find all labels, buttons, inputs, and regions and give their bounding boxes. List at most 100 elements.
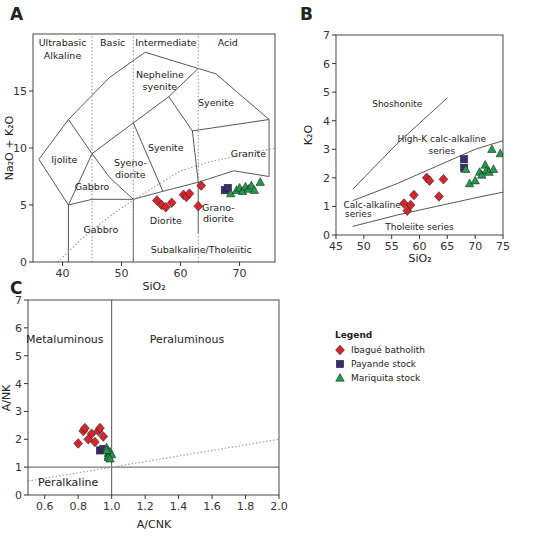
field-label: Syenite bbox=[198, 97, 234, 108]
field-boundary bbox=[133, 34, 134, 262]
panel-letter: B bbox=[300, 4, 313, 24]
plot-frame bbox=[33, 34, 275, 262]
x-tick bbox=[279, 495, 280, 499]
field-label: Tholeiite series bbox=[384, 222, 454, 232]
field-label: Metaluminous bbox=[26, 333, 104, 346]
x-tick bbox=[336, 235, 337, 239]
data-point bbox=[74, 439, 83, 449]
x-tick bbox=[145, 495, 146, 499]
y-tick-label: 7 bbox=[323, 29, 330, 42]
x-tick-label: 1.2 bbox=[136, 500, 154, 513]
y-tick-label: 0 bbox=[323, 229, 330, 242]
field-label: Diorite bbox=[150, 215, 182, 226]
data-point bbox=[167, 198, 176, 208]
x-tick bbox=[239, 262, 240, 266]
x-tick-label: 0.6 bbox=[36, 500, 54, 513]
field-boundary bbox=[58, 148, 275, 262]
series bbox=[400, 173, 448, 215]
field-label: Granite bbox=[231, 148, 266, 159]
field-label: Syenite bbox=[148, 142, 184, 153]
x-tick-label: 65 bbox=[440, 240, 454, 253]
data-point bbox=[99, 432, 108, 442]
y-axis-label: K₂O bbox=[302, 125, 315, 146]
data-point bbox=[435, 192, 444, 202]
data-point bbox=[80, 423, 89, 433]
field-boundary bbox=[111, 300, 112, 495]
y-tick bbox=[332, 35, 336, 36]
field-label: Alkaline bbox=[44, 50, 82, 61]
field-label: series bbox=[345, 209, 372, 219]
plot-area bbox=[39, 34, 275, 262]
series bbox=[102, 443, 115, 462]
field-label: High-K calc-alkaline bbox=[397, 134, 486, 144]
field-boundary bbox=[68, 205, 69, 262]
y-tick-label: 5 bbox=[20, 199, 27, 212]
panel-b: B4550556065707501234567SiO₂K₂OShoshonite… bbox=[300, 4, 510, 265]
x-tick bbox=[78, 495, 79, 499]
x-tick bbox=[363, 235, 364, 239]
data-point bbox=[439, 174, 448, 184]
data-point bbox=[460, 156, 467, 163]
field-boundary bbox=[353, 141, 503, 201]
field-label: Gabbro bbox=[75, 181, 110, 192]
field-label: Syeno- bbox=[114, 157, 147, 168]
data-point bbox=[91, 437, 100, 447]
data-point bbox=[102, 446, 110, 454]
y-tick-label: 7 bbox=[15, 294, 22, 307]
plot-frame bbox=[336, 35, 503, 235]
y-axis-label: Na₂O + K₂O bbox=[3, 115, 16, 180]
field-label: syenite bbox=[143, 81, 178, 92]
y-axis-label: A/NK bbox=[0, 384, 13, 411]
x-tick-label: 75 bbox=[496, 240, 510, 253]
data-point bbox=[256, 178, 264, 186]
x-tick bbox=[212, 495, 213, 499]
data-point bbox=[462, 165, 470, 173]
field-label: Grano- bbox=[202, 202, 235, 213]
x-tick bbox=[419, 235, 420, 239]
y-tick bbox=[24, 439, 28, 440]
field-label: series bbox=[428, 146, 455, 156]
data-point bbox=[250, 186, 258, 194]
field-boundary bbox=[28, 439, 279, 481]
legend-title: Legend bbox=[335, 330, 372, 340]
y-tick-label: 1 bbox=[15, 461, 22, 474]
y-tick-label: 5 bbox=[15, 350, 22, 363]
y-tick bbox=[332, 63, 336, 64]
x-tick bbox=[121, 262, 122, 266]
panel-c: C0.60.81.01.21.41.61.82.001234567A/CNKA/… bbox=[0, 278, 425, 531]
x-tick-label: 1.8 bbox=[237, 500, 255, 513]
plot-area bbox=[28, 300, 279, 495]
field-label: Peralkaline bbox=[38, 476, 98, 489]
y-tick-label: 4 bbox=[323, 115, 330, 128]
data-point bbox=[425, 176, 434, 186]
y-tick bbox=[24, 383, 28, 384]
y-tick-label: 2 bbox=[323, 172, 330, 185]
data-point bbox=[496, 149, 503, 157]
x-tick-label: 1.0 bbox=[103, 500, 121, 513]
y-tick-label: 2 bbox=[15, 433, 22, 446]
x-axis-label: A/CNK bbox=[137, 518, 172, 531]
y-tick bbox=[24, 467, 28, 468]
x-tick bbox=[475, 235, 476, 239]
y-tick bbox=[24, 327, 28, 328]
data-point bbox=[410, 190, 419, 200]
field-label: Gabbro bbox=[83, 224, 118, 235]
x-tick-label: 70 bbox=[233, 267, 247, 280]
y-tick bbox=[29, 262, 33, 263]
series bbox=[462, 145, 503, 187]
data-point bbox=[106, 454, 114, 462]
field-label: Acid bbox=[218, 37, 238, 48]
series bbox=[74, 423, 108, 448]
y-tick bbox=[29, 91, 33, 92]
plot-frame bbox=[28, 300, 279, 495]
legend-entry: Mariquita stock bbox=[351, 373, 421, 383]
x-tick-label: 0.8 bbox=[69, 500, 87, 513]
x-tick bbox=[180, 262, 181, 266]
field-label: Peraluminous bbox=[150, 333, 225, 346]
field-label: Nepheline bbox=[136, 69, 184, 80]
y-tick bbox=[332, 177, 336, 178]
y-tick bbox=[24, 355, 28, 356]
legend-swatch bbox=[336, 345, 345, 355]
data-point bbox=[197, 181, 206, 191]
y-tick-label: 1 bbox=[323, 200, 330, 213]
